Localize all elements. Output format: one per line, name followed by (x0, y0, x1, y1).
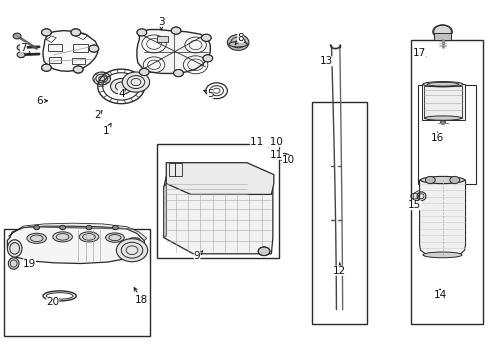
Text: 6: 6 (36, 96, 47, 106)
Bar (433, 33, 450, 40)
Ellipse shape (432, 25, 451, 39)
Circle shape (93, 72, 110, 85)
Circle shape (203, 55, 212, 62)
Circle shape (137, 29, 146, 36)
Ellipse shape (228, 42, 247, 47)
Bar (157, 144, 278, 258)
Circle shape (71, 29, 81, 36)
Circle shape (41, 64, 51, 71)
Bar (157, 36, 168, 42)
Text: 7: 7 (20, 42, 31, 55)
Ellipse shape (79, 232, 99, 242)
Bar (424, 86, 461, 118)
Bar (48, 44, 61, 51)
Text: 1: 1 (103, 123, 111, 136)
Circle shape (122, 72, 149, 92)
Bar (421, 84, 464, 120)
Text: 15: 15 (407, 200, 421, 210)
Ellipse shape (420, 176, 464, 184)
Text: 5: 5 (203, 89, 213, 99)
Text: 13: 13 (319, 56, 333, 66)
Ellipse shape (422, 252, 461, 258)
Text: 4: 4 (118, 89, 125, 99)
Ellipse shape (7, 240, 22, 257)
Circle shape (440, 121, 445, 124)
Circle shape (17, 52, 25, 58)
Bar (410, 40, 482, 324)
Circle shape (86, 225, 92, 230)
Circle shape (116, 239, 147, 262)
Polygon shape (163, 184, 166, 238)
Text: 11: 11 (269, 150, 283, 160)
Circle shape (201, 34, 211, 41)
Polygon shape (7, 226, 144, 264)
Bar (4, 229, 149, 336)
Text: 2: 2 (94, 110, 102, 120)
Circle shape (17, 45, 25, 50)
Circle shape (112, 225, 118, 230)
Text: 9: 9 (193, 251, 203, 261)
Text: 17: 17 (412, 48, 426, 58)
Polygon shape (43, 31, 98, 71)
Circle shape (139, 68, 149, 76)
Polygon shape (412, 191, 419, 202)
Circle shape (73, 66, 83, 73)
Text: 10: 10 (282, 155, 294, 165)
Ellipse shape (105, 233, 124, 242)
Bar (72, 58, 84, 64)
Ellipse shape (422, 82, 462, 87)
Text: 20: 20 (46, 297, 59, 307)
Text: 3: 3 (158, 17, 164, 30)
Circle shape (60, 225, 65, 230)
Circle shape (171, 27, 181, 34)
Text: 11  10: 11 10 (249, 137, 283, 147)
Circle shape (173, 69, 183, 77)
Circle shape (227, 35, 248, 50)
Circle shape (41, 29, 51, 36)
Circle shape (34, 225, 40, 230)
Circle shape (258, 247, 269, 256)
Ellipse shape (8, 258, 19, 269)
Bar (73, 44, 88, 52)
Ellipse shape (27, 233, 46, 243)
Circle shape (110, 78, 132, 94)
Polygon shape (419, 180, 465, 256)
Circle shape (279, 153, 289, 161)
Text: 12: 12 (332, 263, 346, 276)
Polygon shape (137, 30, 210, 73)
Text: 8: 8 (235, 33, 244, 44)
Polygon shape (163, 176, 272, 254)
Ellipse shape (424, 116, 461, 120)
Circle shape (449, 176, 459, 184)
Circle shape (13, 33, 21, 39)
Circle shape (89, 45, 99, 52)
Text: 16: 16 (430, 132, 444, 143)
Ellipse shape (53, 232, 72, 242)
Text: 18: 18 (134, 288, 148, 305)
Bar (49, 57, 61, 63)
Polygon shape (166, 163, 273, 194)
Polygon shape (9, 223, 146, 240)
Bar (311, 102, 366, 324)
Text: 19: 19 (22, 258, 36, 269)
Circle shape (425, 176, 434, 184)
Text: 14: 14 (432, 289, 446, 300)
Bar (417, 85, 475, 184)
